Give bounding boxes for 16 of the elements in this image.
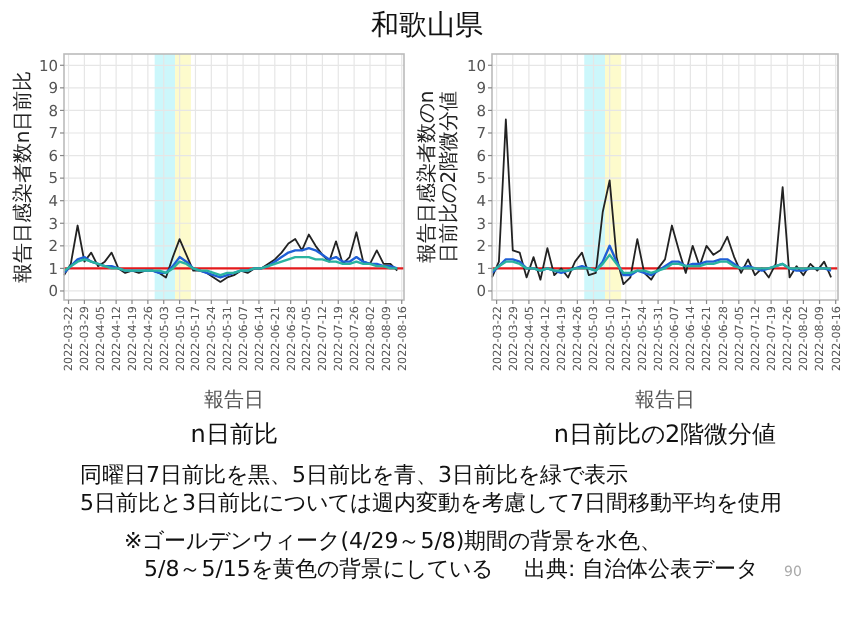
text: n日前比: [190, 420, 278, 448]
y-axis-title: 報告日感染者数n日前比: [11, 70, 35, 284]
chart-title: 和歌山県: [371, 10, 483, 42]
source-note: 出典: 自治体公表データ: [524, 556, 759, 582]
x-axis-title: 報告日: [204, 388, 264, 412]
line-series: [63, 224, 399, 283]
x-axis-title: 報告日: [635, 388, 695, 412]
text: n日前比の2階微分値: [553, 420, 777, 448]
text: ※ゴールデンウィーク(4/29～5/8)期間の背景を水色、: [124, 528, 663, 554]
text: 同曜日7日前比を黒、5日前比を青、3日前比を緑で表示: [80, 462, 628, 488]
y-axis-title: 報告日感染者数のn日前比の2階微分値: [415, 90, 461, 264]
text: 5/8～5/15を黄色の背景にしている: [144, 556, 493, 582]
line-series: [491, 118, 832, 286]
text: 5日前比と3日前比については週内変動を考慮して7日間移動平均を使用: [80, 490, 782, 516]
line-series: [490, 253, 833, 275]
line-series: [62, 255, 399, 277]
